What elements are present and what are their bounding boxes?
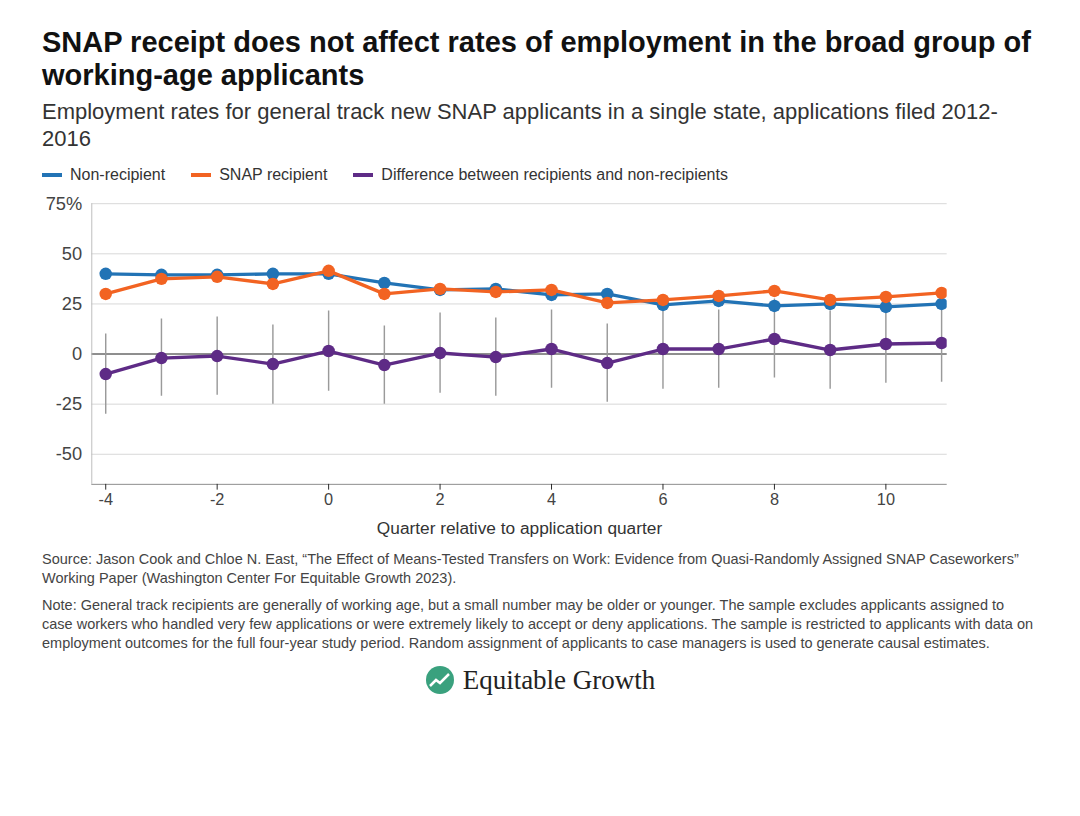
svg-text:25: 25: [62, 293, 82, 314]
html-text:Employment rates for general t: Employment rates for general track new S…: [42, 99, 998, 151]
svg-text:-50: -50: [56, 443, 82, 464]
html-text:Note: General track recipients: Note: General track recipients are gener…: [42, 596, 1034, 651]
svg-text:0: 0: [72, 343, 82, 364]
svg-text:8: 8: [770, 490, 779, 508]
svg-text:-2: -2: [210, 490, 225, 508]
svg-text:0: 0: [324, 490, 333, 508]
html-text:SNAP recipient: SNAP recipient: [219, 166, 328, 183]
svg-text:-4: -4: [98, 490, 113, 508]
html-text:SNAP receipt does not affect r: SNAP receipt does not affect rates of em…: [42, 26, 1031, 91]
svg-text:50: 50: [62, 243, 82, 264]
svg-text:6: 6: [658, 490, 667, 508]
svg-text:10: 10: [877, 490, 895, 508]
html-text:Non-recipient: Non-recipient: [70, 166, 166, 183]
svg-text:-25: -25: [56, 393, 82, 414]
svg-text:4: 4: [547, 490, 556, 508]
svg-text:Quarter relative to applicatio: Quarter relative to application quarter: [377, 518, 663, 538]
svg-text:75%: 75%: [46, 193, 83, 214]
html-text:Equitable Growth: Equitable Growth: [462, 664, 656, 695]
html-text:Difference between recipients: Difference between recipients and non-re…: [381, 166, 728, 183]
svg-text:2: 2: [436, 490, 445, 508]
html-text:Source: Jason Cook and Chloe N: Source: Jason Cook and Chloe N. East, “T…: [42, 550, 1019, 586]
